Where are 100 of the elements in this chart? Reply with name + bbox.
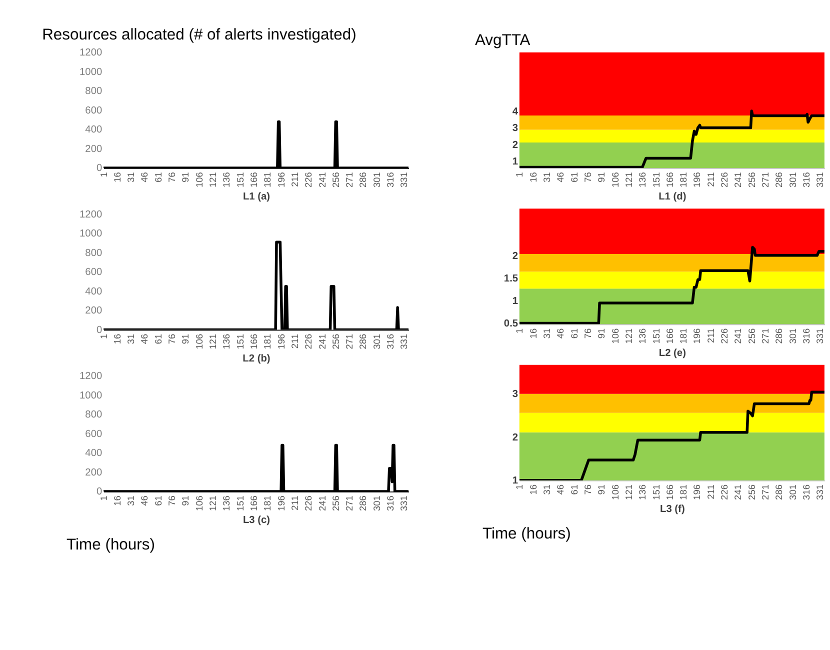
- x-tick-label: 91: [596, 172, 607, 182]
- x-tick-label: 226: [720, 172, 730, 188]
- x-tick-label: 16: [112, 334, 122, 344]
- y-tick-label: 1: [512, 296, 518, 308]
- y-tick-label: 1200: [80, 209, 102, 220]
- x-tick-label: 226: [304, 334, 314, 350]
- y-tick-label: 400: [85, 286, 102, 298]
- x-tick-label: 286: [774, 484, 784, 500]
- x-axis-title: L3 (c): [242, 515, 270, 526]
- x-tick-label: 31: [126, 496, 136, 506]
- y-tick-label: 800: [85, 410, 102, 421]
- x-tick-label: 226: [304, 496, 314, 512]
- y-tick-label: 1200: [80, 371, 102, 382]
- x-tick-label: 46: [140, 172, 150, 182]
- y-tick-label: 0.5: [504, 318, 518, 330]
- y-tick-label: 1000: [80, 228, 102, 240]
- x-tick-label: 301: [372, 496, 382, 512]
- x-tick-label: 121: [624, 484, 634, 500]
- y-tick-label: 2: [512, 251, 518, 262]
- x-tick-label: 166: [248, 334, 259, 350]
- x-tick-label: 316: [386, 496, 396, 512]
- y-tick-label: 200: [85, 144, 102, 155]
- y-tick-label: 1: [512, 156, 518, 168]
- x-tick-label: 241: [317, 496, 328, 512]
- x-tick-label: 241: [733, 484, 744, 500]
- x-tick-label: 286: [774, 172, 784, 188]
- x-tick-label: 121: [624, 172, 634, 188]
- y-tick-label: 2: [512, 432, 518, 444]
- x-tick-label: 16: [528, 328, 538, 339]
- y-tick-label: 600: [85, 267, 102, 278]
- x-tick-label: 16: [112, 496, 122, 506]
- x-tick-label: 331: [815, 328, 826, 344]
- chart-title: Resources allocated (# of alerts investigated): [42, 26, 356, 44]
- x-tick-label: 241: [317, 172, 328, 188]
- y-tick-label: 400: [85, 124, 102, 136]
- x-tick-label: 106: [194, 172, 204, 188]
- x-tick-label: 256: [746, 172, 757, 188]
- x-tick-label: 61: [569, 328, 580, 339]
- x-tick-label: 151: [235, 172, 246, 188]
- x-tick-label: 181: [262, 172, 273, 188]
- x-tick-label: 256: [330, 496, 341, 512]
- x-tick-label: 61: [153, 496, 164, 506]
- y-tick-label: 1200: [80, 48, 102, 59]
- x-tick-label: 181: [678, 328, 689, 344]
- x-tick-label: 316: [801, 484, 812, 500]
- x-tick-label: 16: [528, 172, 538, 182]
- y-tick-label: 200: [85, 306, 102, 317]
- x-tick-label: 331: [815, 172, 826, 188]
- y-tick-label: 1000: [80, 390, 102, 402]
- x-tick-label: 166: [664, 328, 675, 344]
- y-tick-label: 400: [85, 448, 102, 460]
- x-tick-label: 166: [248, 496, 259, 512]
- x-tick-label: 271: [344, 496, 355, 512]
- x-tick-label: 286: [358, 334, 368, 350]
- x-tick-label: 31: [542, 172, 552, 182]
- x-tick-label: 151: [651, 328, 662, 344]
- x-tick-label: 271: [344, 172, 355, 188]
- x-tick-label: 211: [290, 334, 300, 349]
- x-tick-label: 271: [344, 334, 355, 350]
- y-tick-label: 1000: [80, 66, 102, 78]
- y-tick-label: 4: [512, 106, 518, 118]
- x-tick-label: 76: [582, 172, 593, 182]
- x-tick-label: 301: [788, 484, 798, 500]
- x-tick-label: 136: [222, 172, 232, 188]
- x-tick-label: 241: [733, 172, 744, 188]
- x-tick-label: 136: [638, 172, 648, 188]
- x-tick-label: 46: [556, 328, 566, 339]
- x-tick-label: 316: [386, 172, 396, 188]
- x-tick-label: 301: [372, 172, 382, 188]
- x-tick-label: 271: [760, 484, 771, 500]
- x-tick-label: 271: [760, 172, 771, 188]
- x-tick-label: 196: [276, 496, 286, 512]
- y-tick-label: 600: [85, 428, 102, 440]
- x-axis-title: L2 (e): [658, 348, 686, 359]
- x-tick-label: 196: [692, 172, 702, 188]
- x-tick-label: 181: [678, 484, 689, 500]
- x-tick-label: 61: [569, 484, 580, 495]
- x-tick-label: 31: [126, 334, 136, 344]
- y-tick-label: 600: [85, 105, 102, 116]
- y-tick-label: 1.5: [504, 274, 518, 285]
- x-tick-label: 31: [542, 484, 552, 495]
- x-tick-label: 106: [610, 172, 620, 188]
- x-tick-label: 301: [372, 334, 382, 350]
- x-tick-label: 106: [194, 496, 204, 512]
- x-tick-label: 226: [720, 484, 730, 500]
- x-tick-label: 316: [801, 328, 812, 344]
- x-tick-label: 286: [774, 328, 784, 344]
- x-tick-label: 331: [815, 484, 826, 500]
- x-tick-label: 286: [358, 496, 368, 512]
- x-tick-label: 196: [692, 484, 702, 500]
- x-tick-label: 316: [386, 334, 396, 350]
- x-tick-label: 91: [596, 484, 607, 495]
- x-tick-label: 151: [651, 484, 662, 500]
- y-tick-label: 0: [96, 486, 102, 498]
- x-tick-label: 331: [399, 334, 410, 350]
- x-tick-label: 331: [399, 172, 410, 188]
- x-tick-label: 121: [208, 172, 218, 188]
- y-tick-label: 800: [85, 86, 102, 98]
- x-tick-label: 46: [556, 172, 566, 182]
- x-tick-label: 91: [596, 328, 607, 339]
